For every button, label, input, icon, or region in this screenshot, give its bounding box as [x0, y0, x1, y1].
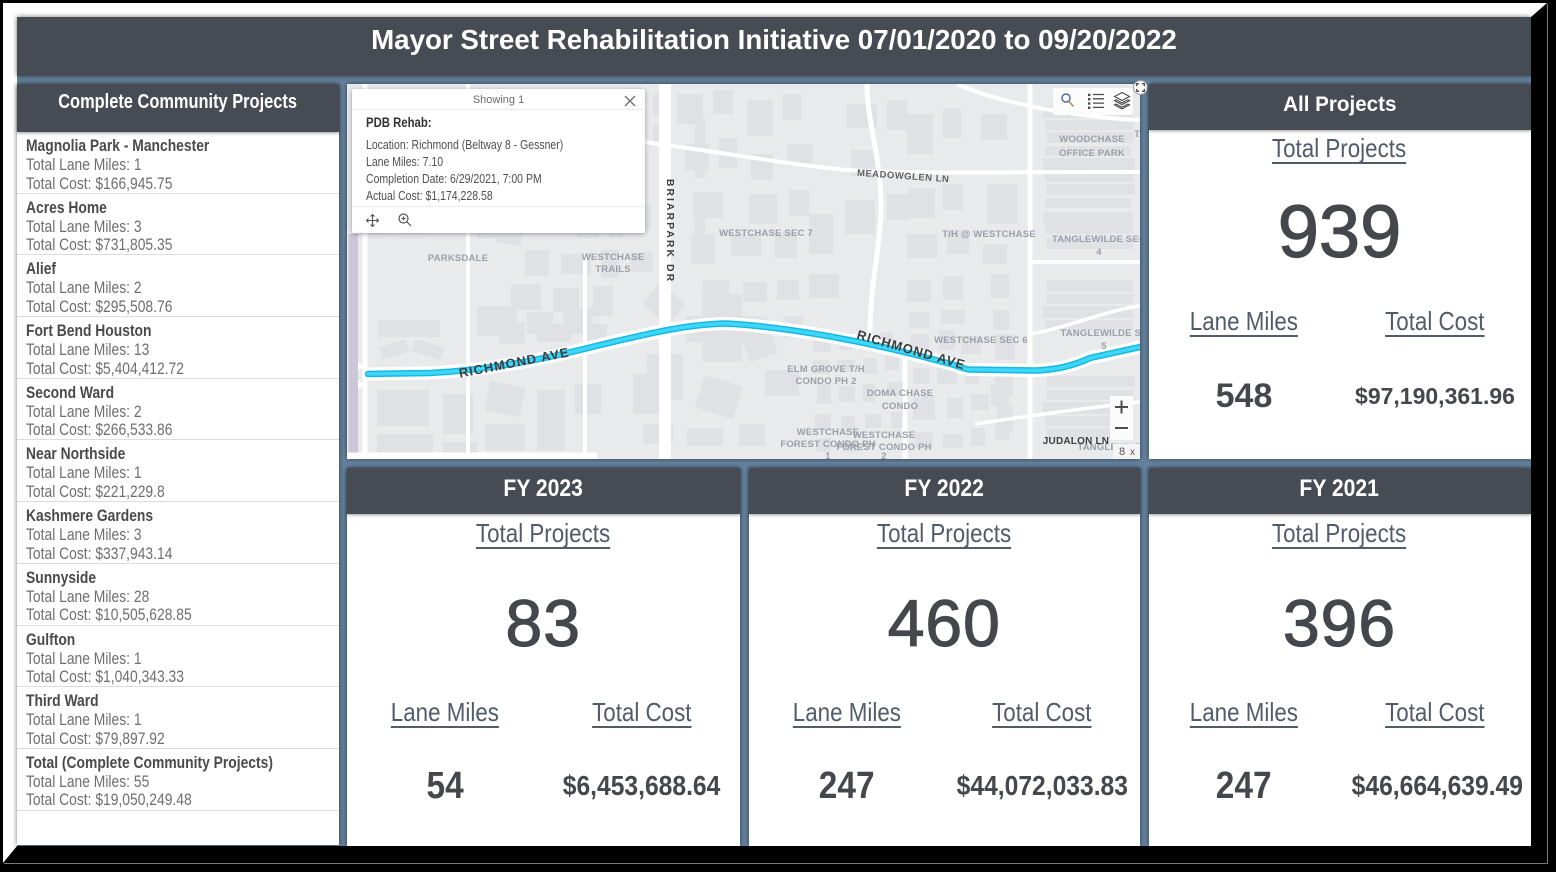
svg-text:TANGLEWILDE: TANGLEWILDE: [1077, 442, 1140, 453]
svg-text:4: 4: [1096, 247, 1102, 258]
svg-text:BRIARPARK DR: BRIARPARK DR: [664, 179, 676, 283]
svg-text:TANGLEWILDE SEC: TANGLEWILDE SEC: [1052, 234, 1140, 245]
svg-text:8: 8: [1119, 446, 1125, 458]
svg-text:x: x: [1130, 447, 1135, 458]
svg-text:WESTCHASE SEC 7: WESTCHASE SEC 7: [719, 228, 813, 239]
svg-text:TAN: TAN: [1134, 129, 1140, 140]
svg-text:TANGLEWILDE SE: TANGLEWILDE SE: [1060, 328, 1140, 339]
svg-text:1: 1: [825, 451, 831, 459]
svg-text:2: 2: [881, 451, 886, 459]
svg-text:WESTCHASE: WESTCHASE: [582, 252, 645, 263]
svg-text:5: 5: [1101, 341, 1107, 352]
svg-text:CONDO: CONDO: [882, 401, 918, 412]
svg-text:OFFICE PARK: OFFICE PARK: [1059, 148, 1125, 159]
svg-text:FOREST CONDO PH: FOREST CONDO PH: [836, 442, 931, 453]
svg-text:DOMA CHASE: DOMA CHASE: [867, 388, 934, 399]
svg-text:TRAILS: TRAILS: [595, 264, 631, 275]
svg-text:WESTCHASE: WESTCHASE: [853, 430, 916, 441]
svg-text:FOREST CONDO PH: FOREST CONDO PH: [780, 439, 875, 450]
svg-text:WESTCHASE: WESTCHASE: [797, 427, 860, 438]
svg-text:WESTCHASE SEC 6: WESTCHASE SEC 6: [934, 335, 1028, 346]
svg-text:ELM GROVE T/H: ELM GROVE T/H: [787, 364, 865, 375]
svg-text:CONDO PH 2: CONDO PH 2: [795, 376, 856, 387]
svg-text:JUDALON LN: JUDALON LN: [1043, 436, 1109, 447]
svg-text:WOODCHASE: WOODCHASE: [1059, 134, 1125, 145]
svg-text:PARKSDALE: PARKSDALE: [428, 253, 488, 264]
svg-text:T/H @ WESTCHASE: T/H @ WESTCHASE: [942, 229, 1036, 240]
